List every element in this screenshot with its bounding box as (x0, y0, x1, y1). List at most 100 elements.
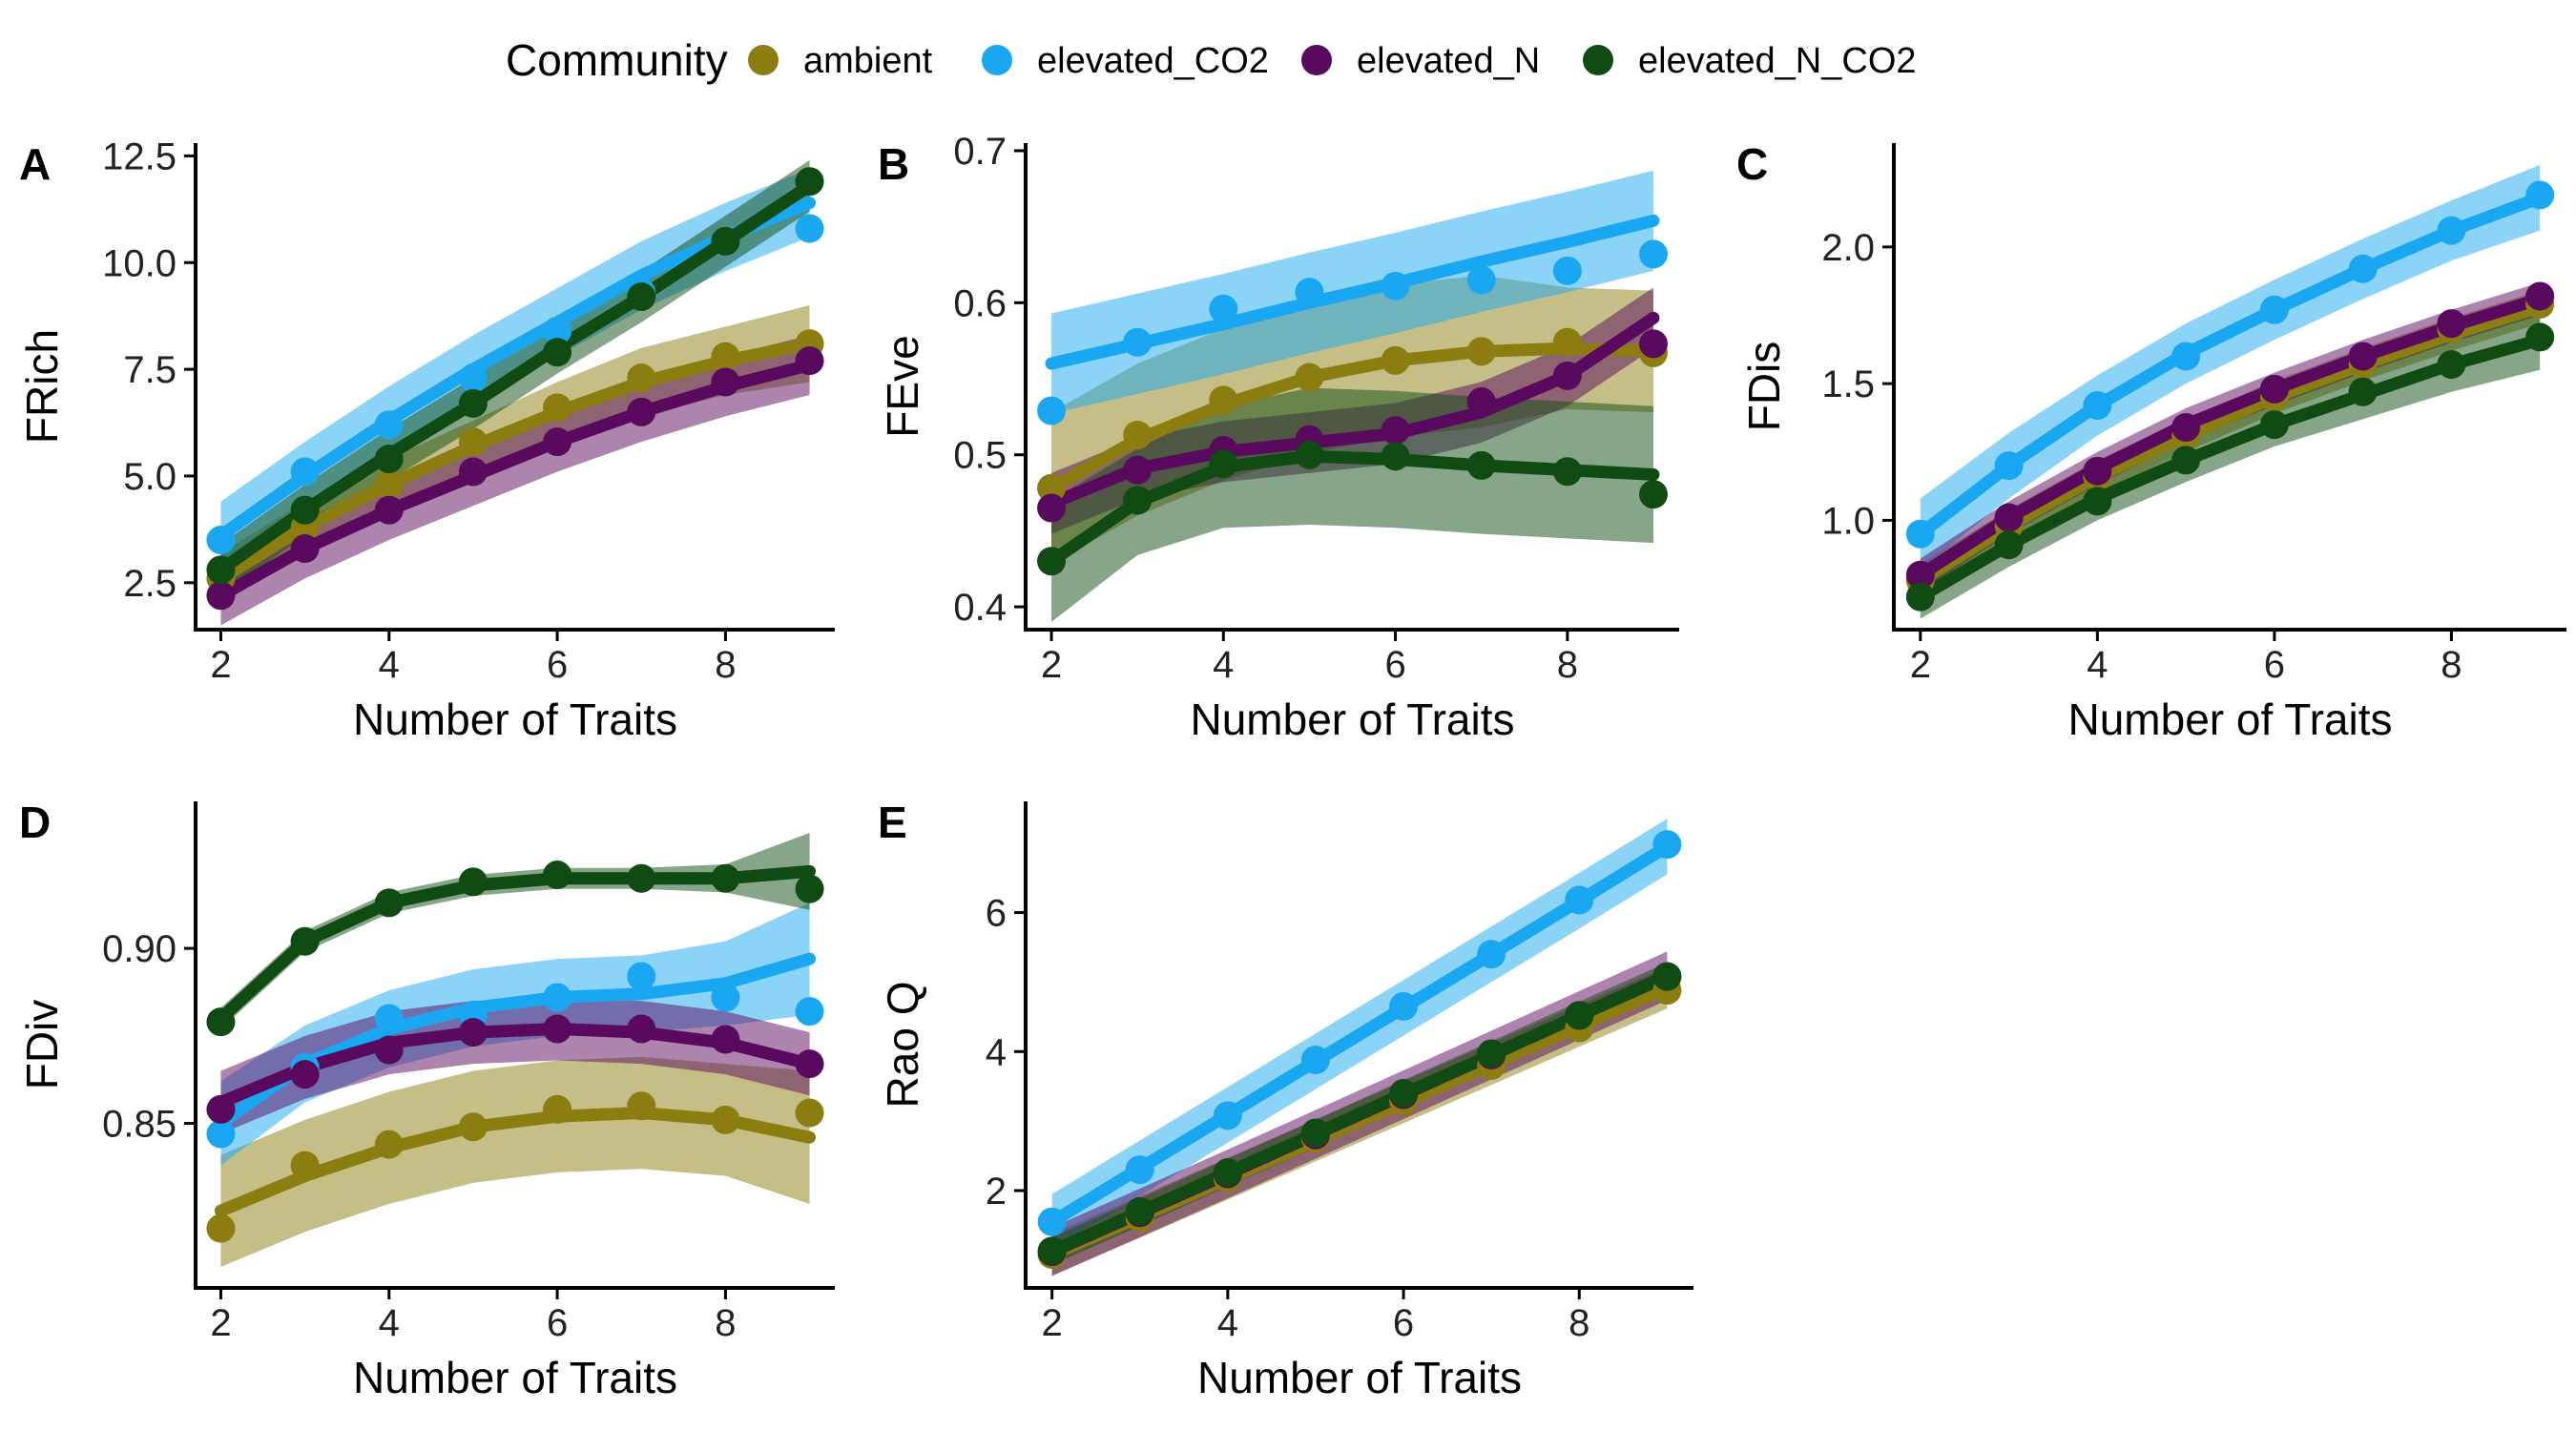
panel-letter-c: C (1736, 139, 1768, 189)
x-tick-label: 8 (1557, 644, 1578, 686)
data-point-elevated-n-co2 (1213, 1158, 1242, 1188)
data-point-ambient (1295, 363, 1324, 392)
data-point-elevated-co2 (1125, 1155, 1154, 1185)
y-tick-label: 0.6 (953, 282, 1007, 324)
data-point-elevated-co2 (206, 1119, 236, 1149)
fit-line-elevated-n (1045, 311, 1660, 510)
y-tick-label: 6 (986, 893, 1007, 935)
data-point-elevated-n (374, 495, 404, 525)
data-point-elevated-n-co2 (711, 226, 740, 256)
x-tick-label: 8 (2441, 644, 2462, 686)
data-point-elevated-co2 (1477, 940, 1506, 969)
data-point-elevated-co2 (795, 997, 824, 1027)
fit-line-elevated-n-co2 (1046, 970, 1673, 1257)
fit-line-elevated-co2 (1046, 840, 1673, 1229)
x-tick-label: 6 (1393, 1302, 1414, 1344)
data-point-elevated-n (2437, 309, 2466, 339)
data-point-elevated-co2 (1123, 327, 1153, 357)
x-tick-label: 8 (715, 644, 736, 686)
data-point-elevated-n (795, 346, 824, 376)
x-axis-label: Number of Traits (353, 1353, 677, 1402)
data-point-elevated-n-co2 (206, 1007, 236, 1037)
data-point-elevated-n (1552, 361, 1582, 390)
legend-label-ambient: ambient (803, 41, 933, 81)
data-point-elevated-n-co2 (1037, 547, 1067, 576)
data-point-elevated-n (627, 397, 656, 426)
legend-key-elevated-n (1301, 45, 1332, 75)
data-point-elevated-co2 (1389, 991, 1419, 1021)
legend: Community ambient elevated_CO2 elevated_N el… (506, 35, 1917, 85)
panel-letter-d: D (19, 798, 51, 847)
data-point-elevated-n-co2 (290, 926, 320, 956)
data-point-elevated-n-co2 (543, 861, 572, 890)
data-point-elevated-n-co2 (2348, 377, 2378, 406)
data-point-elevated-n-co2 (1389, 1079, 1419, 1108)
data-point-ambient (711, 342, 740, 371)
data-point-elevated-n (543, 427, 572, 457)
data-point-elevated-n (627, 1014, 656, 1044)
data-point-elevated-n-co2 (543, 338, 572, 367)
data-point-ambient (290, 1151, 320, 1180)
data-point-elevated-co2 (374, 410, 404, 440)
y-tick-label: 5.0 (123, 456, 177, 498)
data-point-elevated-n-co2 (2437, 350, 2466, 380)
data-point-elevated-n (2259, 374, 2289, 404)
data-point-ambient (374, 469, 404, 499)
data-point-elevated-co2 (1037, 1207, 1067, 1236)
y-tick-label: 12.5 (102, 135, 177, 177)
data-point-ambient (543, 1094, 572, 1124)
data-point-elevated-co2 (1037, 396, 1067, 425)
data-point-elevated-co2 (374, 1004, 404, 1033)
y-tick-label: 7.5 (123, 349, 177, 391)
data-point-elevated-co2 (1994, 451, 2024, 481)
fit-line-elevated-co2 (1045, 214, 1660, 370)
panel-c-fdis-chart: C 2 4 6 8 1.0 1.5 2.0 Number of Traits FDis (1736, 139, 2566, 744)
data-point-elevated-n-co2 (711, 863, 740, 893)
legend-label-elevated-n: elevated_N (1357, 41, 1540, 81)
data-point-elevated-n-co2 (1037, 1236, 1067, 1266)
data-point-elevated-co2 (543, 316, 572, 345)
data-point-elevated-n-co2 (1994, 530, 2024, 560)
y-axis-label: FEve (878, 335, 927, 437)
data-point-elevated-co2 (627, 962, 656, 991)
fit-line-elevated-n (214, 359, 817, 602)
y-tick-label: 2 (986, 1171, 1007, 1213)
panel-letter-b: B (878, 139, 909, 189)
data-point-ambient (1209, 385, 1238, 415)
data-point-elevated-n (458, 457, 488, 487)
data-point-elevated-co2 (1552, 256, 1582, 285)
data-point-elevated-co2 (1905, 519, 1935, 549)
data-point-elevated-n (795, 1049, 824, 1079)
x-tick-label: 6 (547, 644, 568, 686)
data-point-elevated-n-co2 (1381, 442, 1410, 471)
data-point-elevated-n-co2 (290, 495, 320, 525)
x-tick-label: 2 (1042, 1302, 1063, 1344)
data-point-elevated-n-co2 (1477, 1039, 1506, 1068)
y-tick-label: 1.5 (1821, 363, 1875, 405)
data-point-elevated-n (206, 1094, 236, 1124)
x-tick-label: 2 (1910, 644, 1931, 686)
x-tick-label: 4 (1217, 1302, 1238, 1344)
data-point-elevated-n-co2 (795, 167, 824, 197)
y-tick-label: 0.90 (102, 928, 177, 970)
data-point-elevated-co2 (543, 983, 572, 1012)
data-point-elevated-co2 (2171, 342, 2201, 371)
data-point-elevated-n (290, 1060, 320, 1089)
data-point-elevated-n-co2 (374, 445, 404, 474)
data-point-elevated-n (2348, 342, 2378, 371)
data-point-elevated-n (2083, 456, 2112, 486)
x-axis-label: Number of Traits (353, 695, 677, 744)
data-point-elevated-n-co2 (1123, 486, 1153, 515)
data-point-elevated-n (2525, 281, 2555, 311)
y-axis-label: Rao Q (878, 982, 927, 1109)
data-point-ambient (711, 1105, 740, 1134)
fit-line-elevated-n-co2 (1045, 449, 1660, 568)
data-point-elevated-n (1994, 503, 2024, 532)
data-point-elevated-n-co2 (1466, 450, 1496, 480)
x-tick-label: 8 (715, 1302, 736, 1344)
data-point-ambient (206, 1213, 236, 1243)
x-tick-label: 4 (379, 644, 400, 686)
data-point-elevated-co2 (290, 457, 320, 487)
data-point-elevated-n-co2 (206, 555, 236, 585)
x-axis-label: Number of Traits (1191, 695, 1515, 744)
